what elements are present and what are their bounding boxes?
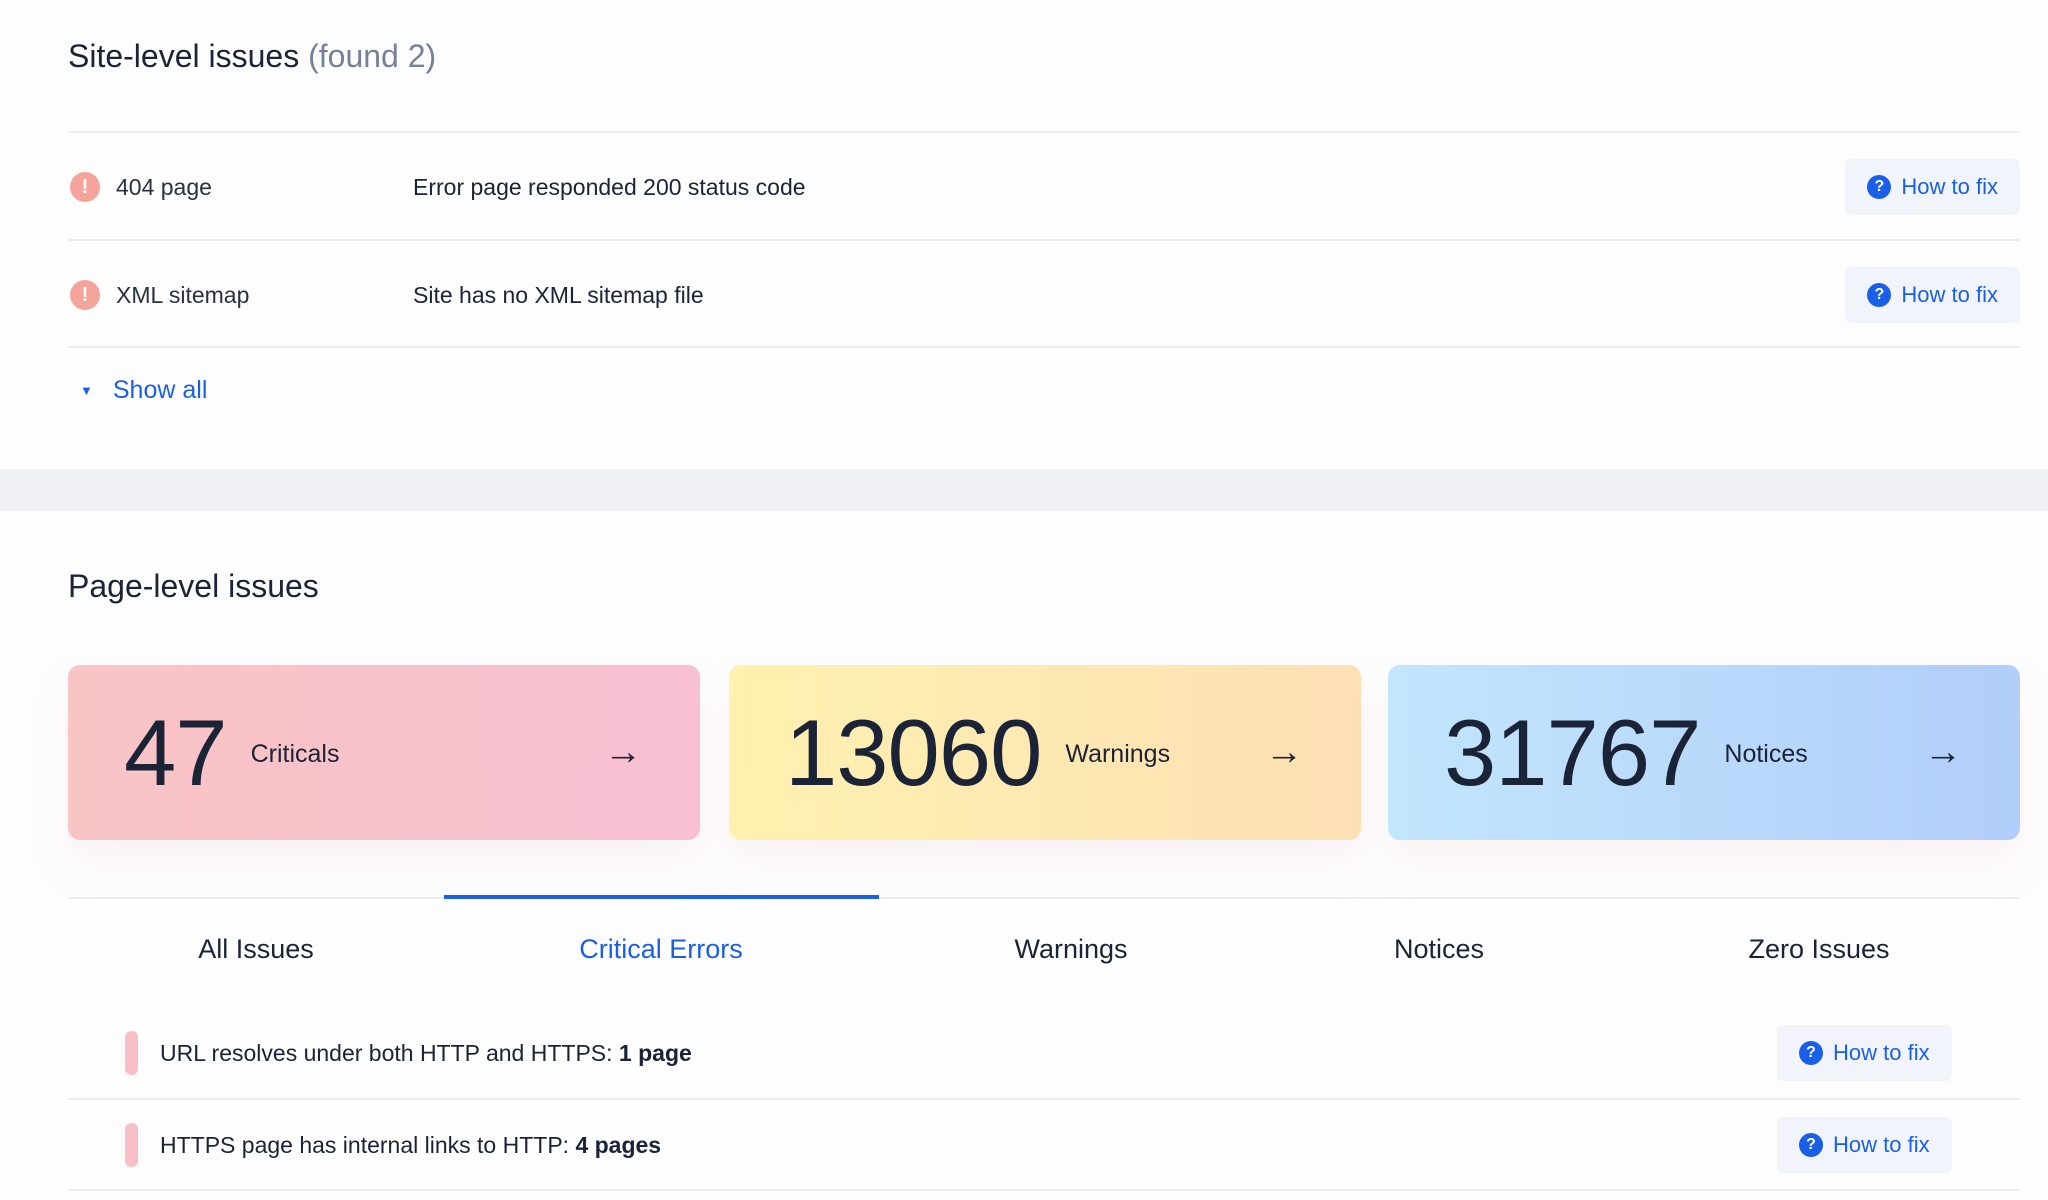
caret-down-icon: ▼ xyxy=(80,383,93,398)
page-issue-row[interactable]: URL resolves under both HTTP and HTTPS: … xyxy=(68,1007,2020,1099)
issue-title: URL resolves under both HTTP and HTTPS: xyxy=(160,1039,619,1066)
issue-title: HTTPS page has internal links to HTTP: xyxy=(160,1131,576,1158)
error-icon: ! xyxy=(70,280,100,310)
error-icon: ! xyxy=(70,172,100,202)
notices-count: 31767 xyxy=(1444,699,1701,805)
divider xyxy=(68,346,2020,348)
fix-label: How to fix xyxy=(1833,1132,1930,1157)
warnings-card[interactable]: 13060 Warnings → xyxy=(729,665,1361,840)
issue-text: URL resolves under both HTTP and HTTPS: … xyxy=(160,1040,692,1067)
show-all-label: Show all xyxy=(112,376,208,404)
page-issue-row[interactable]: HTTPS page has internal links to HTTP: 4… xyxy=(68,1099,2020,1191)
site-level-title: Site-level issues (found 2) xyxy=(68,38,436,75)
issue-count: 1 page xyxy=(618,1039,692,1066)
notices-label: Notices xyxy=(1724,740,1808,768)
arrow-right-icon: → xyxy=(604,731,642,773)
tabs-divider xyxy=(68,897,2020,899)
divider xyxy=(68,131,2020,133)
fix-label: How to fix xyxy=(1833,1040,1930,1065)
site-issue-row: ! XML sitemap Site has no XML sitemap fi… xyxy=(68,242,2020,348)
issue-count: 4 pages xyxy=(575,1131,662,1158)
site-issue-row: ! 404 page Error page responded 200 stat… xyxy=(68,134,2020,240)
page-level-title: Page-level issues xyxy=(68,568,319,604)
fix-label: How to fix xyxy=(1901,174,1998,199)
question-icon: ? xyxy=(1799,1041,1823,1065)
issue-description: Site has no XML sitemap file xyxy=(413,281,704,308)
how-to-fix-button[interactable]: ? How to fix xyxy=(1845,159,2020,215)
fix-label: How to fix xyxy=(1901,282,1998,307)
issue-name: 404 page xyxy=(116,173,212,200)
criticals-label: Criticals xyxy=(250,740,340,768)
warnings-count: 13060 xyxy=(785,699,1042,805)
how-to-fix-button[interactable]: ? How to fix xyxy=(1777,1117,1952,1173)
issue-name: XML sitemap xyxy=(116,281,250,308)
issue-description: Error page responded 200 status code xyxy=(413,173,806,200)
tab-notices[interactable]: Notices xyxy=(1393,934,1485,964)
tab-critical-errors[interactable]: Critical Errors xyxy=(579,934,743,964)
title-text: Site-level issues xyxy=(68,38,300,74)
notices-card[interactable]: 31767 Notices → xyxy=(1388,665,2020,840)
show-all-link[interactable]: ▼ Show all xyxy=(80,376,207,405)
critical-marker xyxy=(125,1031,138,1075)
how-to-fix-button[interactable]: ? How to fix xyxy=(1777,1025,1952,1081)
question-icon: ? xyxy=(1799,1133,1823,1157)
issue-text: HTTPS page has internal links to HTTP: 4… xyxy=(160,1132,661,1159)
question-icon: ? xyxy=(1867,283,1892,307)
arrow-right-icon: → xyxy=(1265,731,1303,773)
question-icon: ? xyxy=(1867,175,1892,199)
divider xyxy=(68,239,2020,241)
found-count: (found 2) xyxy=(308,38,437,74)
warnings-label: Warnings xyxy=(1065,740,1171,768)
criticals-card[interactable]: 47 Criticals → xyxy=(68,665,700,840)
divider xyxy=(68,1098,2020,1100)
divider xyxy=(68,1189,2020,1191)
tab-zero-issues[interactable]: Zero Issues xyxy=(1748,934,1890,964)
critical-marker xyxy=(125,1123,138,1167)
criticals-count: 47 xyxy=(124,699,228,805)
how-to-fix-button[interactable]: ? How to fix xyxy=(1845,267,2020,323)
section-separator xyxy=(0,469,2048,511)
tab-warnings[interactable]: Warnings xyxy=(1014,934,1128,964)
tab-all-issues[interactable]: All Issues xyxy=(198,934,314,964)
active-tab-indicator xyxy=(444,895,879,899)
arrow-right-icon: → xyxy=(1924,731,1962,773)
